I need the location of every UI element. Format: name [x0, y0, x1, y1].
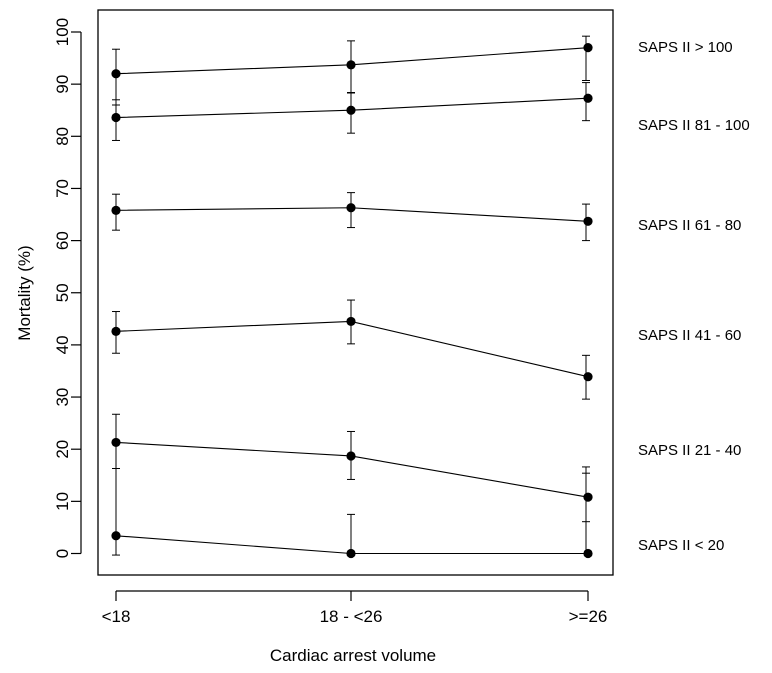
y-tick-label: 50: [53, 283, 72, 302]
series-label: SAPS II 21 - 40: [638, 442, 741, 459]
series-line: [115, 320, 589, 378]
data-point: [111, 205, 121, 215]
data-point: [346, 451, 356, 461]
data-point: [346, 203, 356, 213]
data-point: [583, 216, 593, 226]
series-labels: SAPS II > 100 SAPS II 81 - 100 SAPS II 61 …: [638, 39, 750, 554]
y-axis: 0 10 20 30 40 50 60 70 80 90 100: [53, 18, 82, 558]
series-layer: [111, 35, 593, 559]
data-point: [583, 548, 593, 559]
x-tick-label: >=26: [569, 607, 608, 626]
data-point: [111, 69, 121, 79]
y-tick-label: 60: [53, 231, 72, 250]
y-tick-label: 20: [53, 440, 72, 459]
series-label: SAPS II > 100: [638, 39, 733, 56]
plot-frame: [97, 9, 614, 576]
y-tick-label: 10: [53, 492, 72, 511]
series-line: [115, 441, 589, 498]
data-point: [111, 112, 121, 123]
data-point: [111, 326, 121, 336]
y-axis-title: Mortality (%): [15, 245, 34, 340]
data-point: [346, 60, 356, 70]
data-point: [111, 437, 121, 448]
series-label: SAPS II 61 - 80: [638, 217, 741, 234]
data-point: [583, 93, 593, 103]
series-label: SAPS II < 20: [638, 537, 724, 554]
y-tick-label: 40: [53, 335, 72, 354]
data-point: [583, 43, 593, 53]
series-label: SAPS II 41 - 60: [638, 327, 741, 344]
y-tick-label: 70: [53, 179, 72, 198]
data-point: [346, 316, 356, 327]
y-tick-label: 30: [53, 388, 72, 407]
y-tick-label: 0: [53, 549, 72, 558]
y-tick-label: 100: [53, 18, 72, 46]
x-axis: <18 18 - <26 >=26: [102, 590, 608, 626]
data-point: [583, 372, 593, 382]
data-point: [583, 492, 593, 502]
x-tick-label: 18 - <26: [320, 607, 383, 626]
x-tick-label: <18: [102, 607, 131, 626]
data-point: [346, 105, 356, 115]
data-point: [111, 531, 121, 541]
data-point: [346, 548, 356, 559]
y-tick-label: 80: [53, 127, 72, 146]
x-axis-title: Cardiac arrest volume: [270, 646, 436, 665]
series-label: SAPS II 81 - 100: [638, 117, 750, 134]
y-tick-label: 90: [53, 75, 72, 94]
